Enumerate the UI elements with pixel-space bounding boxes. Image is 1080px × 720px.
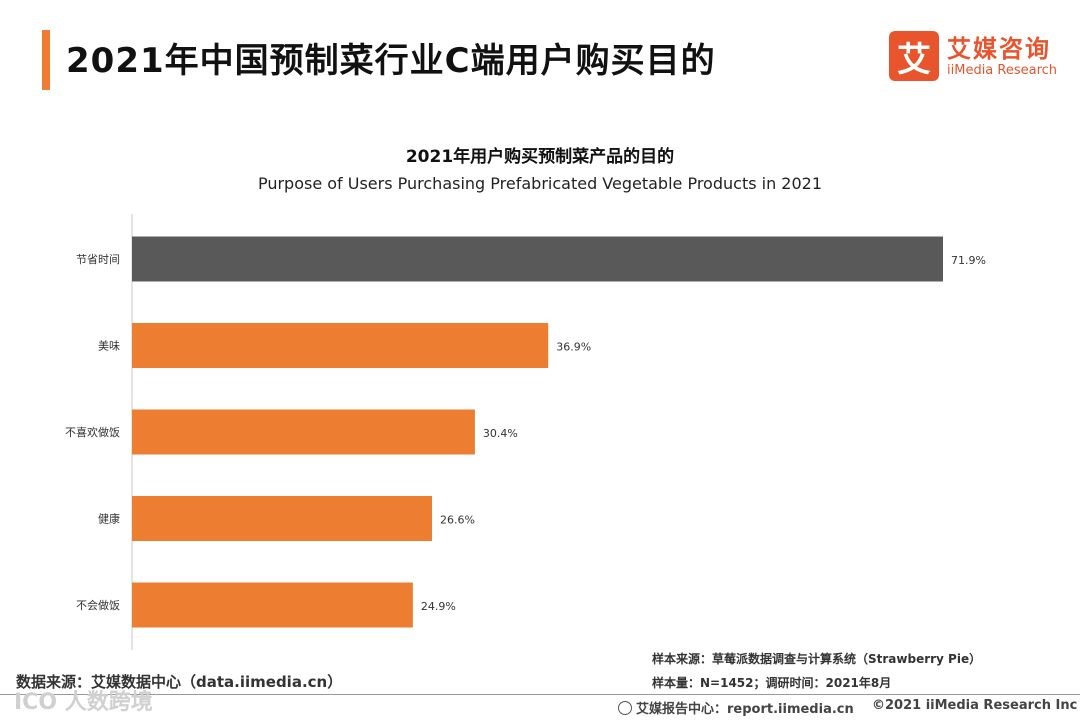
watermark: ICO 人数跨境	[14, 690, 153, 715]
logo-name-cn: 艾媒咨询	[947, 35, 1051, 63]
title-accent-bar	[42, 30, 50, 90]
category-label-1: 美味	[98, 340, 120, 353]
bar-2	[132, 409, 475, 455]
value-label-4: 24.9%	[421, 600, 456, 613]
chart-title: 2021年用户购买预制菜产品的目的	[405, 147, 675, 167]
globe-icon	[618, 701, 632, 715]
brand-logo: 艾 艾媒咨询 iiMedia Research	[889, 31, 1064, 85]
bar-3	[132, 496, 433, 541]
bar-1	[132, 323, 549, 368]
category-label-0: 节省时间	[76, 253, 120, 266]
data-source: 数据来源：艾媒数据中心（data.iimedia.cn）	[16, 673, 343, 691]
value-label-0: 71.9%	[951, 254, 986, 267]
value-label-1: 36.9%	[556, 341, 591, 354]
sample-source: 样本来源：草莓派数据调查与计算系统（Strawberry Pie）	[652, 652, 982, 666]
footer-divider	[0, 694, 1080, 695]
report-center: 艾媒报告中心：report.iimedia.cn	[618, 698, 854, 717]
bar-4	[132, 582, 413, 628]
chart-subtitle: Purpose of Users Purchasing Prefabricate…	[257, 174, 823, 193]
copyright: ©2021 iiMedia Research Inc	[872, 698, 1078, 713]
logo-mark-icon: 艾	[889, 31, 939, 81]
value-label-2: 30.4%	[483, 427, 518, 440]
bar-0	[132, 236, 943, 282]
category-label-3: 健康	[98, 512, 120, 526]
category-label-4: 不会做饭	[76, 598, 120, 612]
sample-info: 样本量：N=1452；调研时间：2021年8月	[652, 676, 892, 690]
logo-name-en: iiMedia Research	[947, 63, 1058, 78]
value-label-3: 26.6%	[440, 514, 475, 527]
category-label-2: 不喜欢做饭	[65, 425, 120, 439]
page-title: 2021年中国预制菜行业C端用户购买目的	[66, 41, 716, 81]
report-center-text: 艾媒报告中心：report.iimedia.cn	[636, 702, 854, 717]
